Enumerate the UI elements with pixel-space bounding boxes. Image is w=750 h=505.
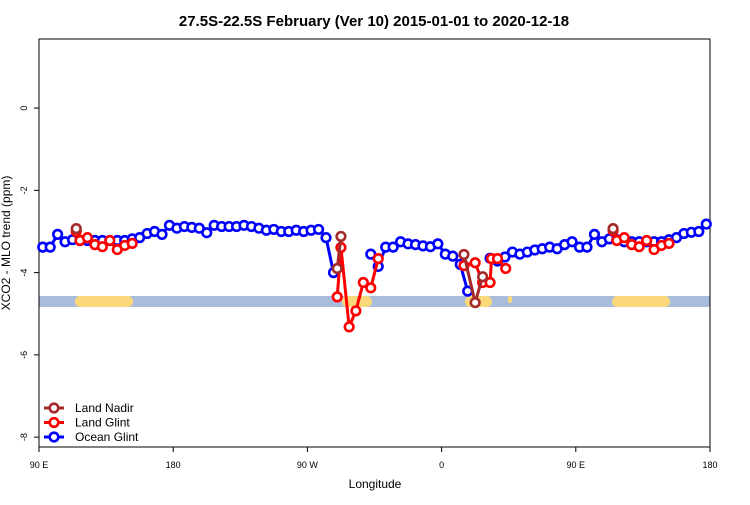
y-tick-label: -6 (19, 351, 29, 359)
data-point (588, 228, 601, 240)
land-patch (612, 296, 670, 307)
data-point (693, 225, 705, 238)
data-point (335, 241, 347, 254)
data-point (491, 253, 504, 265)
x-tick-label: 0 (439, 460, 444, 470)
y-tick-label: -4 (19, 269, 29, 277)
x-tick-label: 90 W (297, 460, 319, 470)
land-patch (75, 296, 133, 307)
land-patch (508, 296, 512, 303)
data-point (372, 253, 384, 265)
chart-title: 27.5S-22.5S February (Ver 10) 2015-01-01… (179, 13, 569, 30)
data-point (607, 223, 619, 235)
data-point (581, 241, 593, 253)
data-point (70, 223, 82, 235)
data-point (156, 228, 168, 240)
data-point (462, 285, 474, 297)
data-point (104, 234, 116, 247)
x-tick-label: 90 E (30, 460, 49, 470)
data-point (700, 218, 712, 230)
y-tick-label: -8 (19, 433, 29, 441)
legend-label: Land Glint (75, 416, 130, 430)
data-point (52, 228, 64, 240)
x-axis-label: Longitude (349, 477, 402, 491)
data-point (126, 237, 138, 250)
data-point (469, 257, 481, 269)
data-point (663, 237, 675, 250)
data-point (350, 305, 362, 317)
data-point (641, 234, 653, 247)
x-tick-label: 180 (166, 460, 181, 470)
data-point (320, 232, 332, 244)
data-point (447, 250, 459, 262)
data-point (484, 276, 496, 289)
data-point (432, 238, 444, 250)
x-tick-label: 90 E (567, 460, 586, 470)
data-point (335, 230, 347, 243)
data-point (357, 276, 369, 289)
data-point (387, 241, 399, 253)
data-point (469, 297, 481, 309)
data-point (633, 241, 645, 253)
data-point (331, 291, 343, 303)
legend-label: Ocean Glint (75, 430, 139, 444)
legend-marker (48, 431, 60, 443)
y-tick-label: 0 (19, 106, 29, 111)
data-point (458, 248, 470, 261)
data-point (477, 271, 489, 283)
land-ocean-band (39, 296, 710, 307)
legend-marker (48, 402, 60, 414)
x-tick-label: 180 (702, 460, 717, 470)
data-point (618, 232, 630, 244)
legend-label: Land Nadir (75, 401, 134, 415)
y-axis-label: XCO2 - MLO trend (ppm) (0, 176, 13, 311)
data-point (201, 227, 213, 239)
legend-marker (48, 416, 60, 429)
data-point (500, 262, 512, 275)
ocean-band (39, 296, 710, 307)
data-point (312, 223, 325, 236)
data-point (343, 321, 355, 333)
data-point (365, 282, 377, 294)
data-point (566, 236, 578, 248)
y-tick-label: -2 (19, 186, 29, 194)
data-point (331, 262, 343, 275)
data-point (81, 232, 94, 244)
data-point (44, 241, 56, 253)
data-point (96, 241, 108, 253)
